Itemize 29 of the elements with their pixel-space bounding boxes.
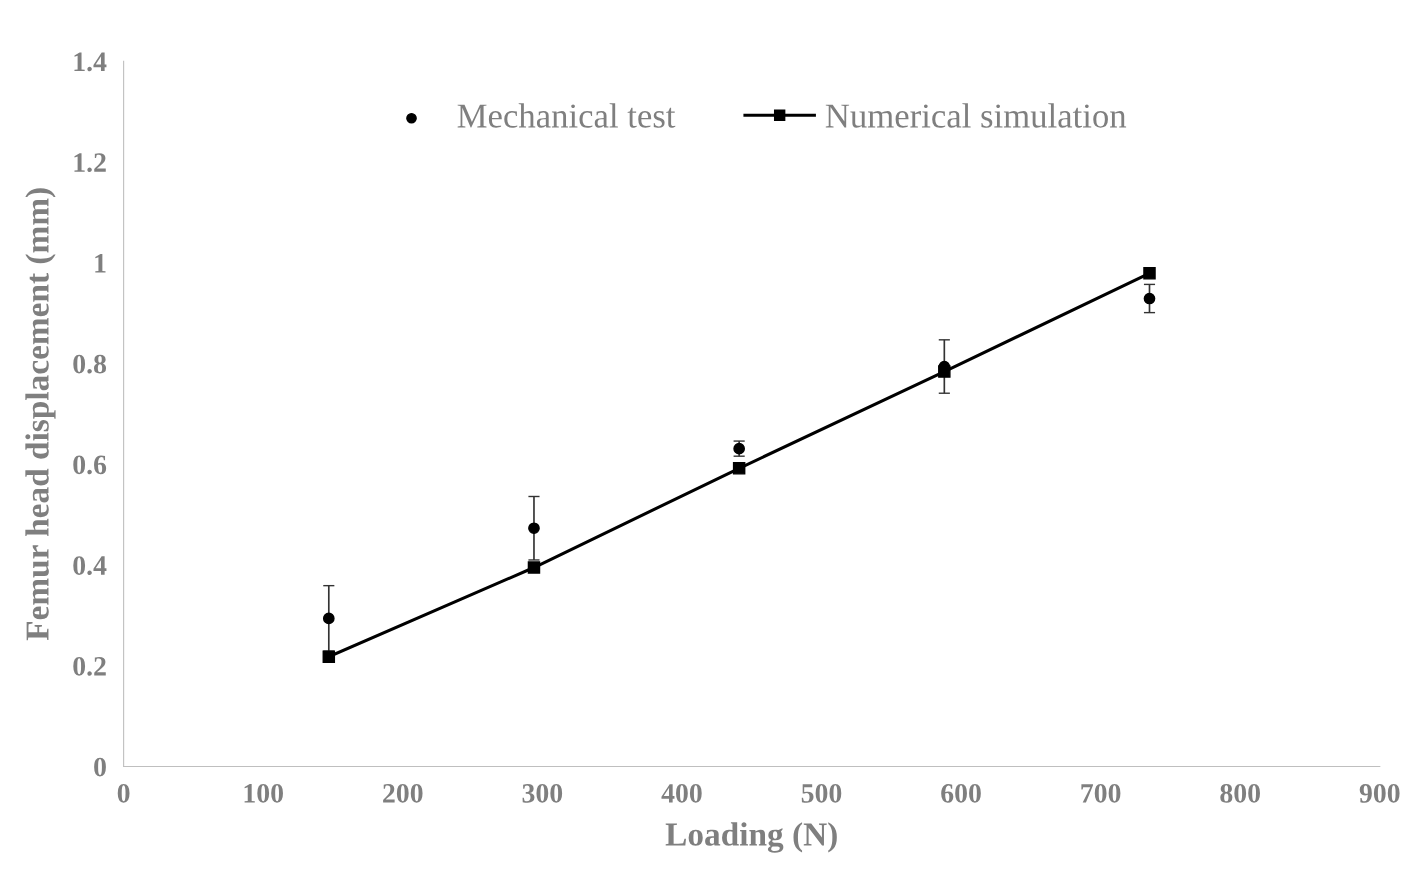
x-tick-label: 200 xyxy=(383,783,423,803)
y-tick-label: 1 xyxy=(95,254,106,273)
point xyxy=(527,561,541,574)
x-tick-label: 0 xyxy=(117,783,130,803)
y-tick-label: 1.2 xyxy=(74,153,106,173)
y-tick-label: 0.8 xyxy=(73,354,107,374)
point xyxy=(732,462,746,475)
x-tick-label: 600 xyxy=(941,783,981,803)
y-tick-label: 1.4 xyxy=(74,52,107,72)
x-tick-label: 800 xyxy=(1220,783,1260,803)
y-axis-title: Femur head displacement (mm) xyxy=(25,188,56,641)
x-axis-title: Loading (N) xyxy=(665,822,837,853)
y-tick-label: 0.4 xyxy=(73,556,107,576)
x-tick-label: 900 xyxy=(1359,783,1400,803)
legend-label: Numerical simulation xyxy=(825,103,1127,128)
point xyxy=(528,522,540,535)
x-tick-label: 700 xyxy=(1081,783,1121,803)
x-tick-label: 300 xyxy=(522,783,563,803)
point xyxy=(1143,292,1156,305)
point xyxy=(1143,267,1156,280)
x-tick-label: 100 xyxy=(244,783,283,803)
y-tick-label: 0.6 xyxy=(73,455,107,475)
x-tick-label: 400 xyxy=(661,783,702,803)
y-tick-label: 0 xyxy=(94,757,106,777)
point xyxy=(322,650,336,663)
legend-label: Mechanical test xyxy=(457,103,676,128)
x-tick-label: 500 xyxy=(801,783,842,803)
y-tick-label: 0.2 xyxy=(73,656,106,676)
point xyxy=(322,612,335,625)
